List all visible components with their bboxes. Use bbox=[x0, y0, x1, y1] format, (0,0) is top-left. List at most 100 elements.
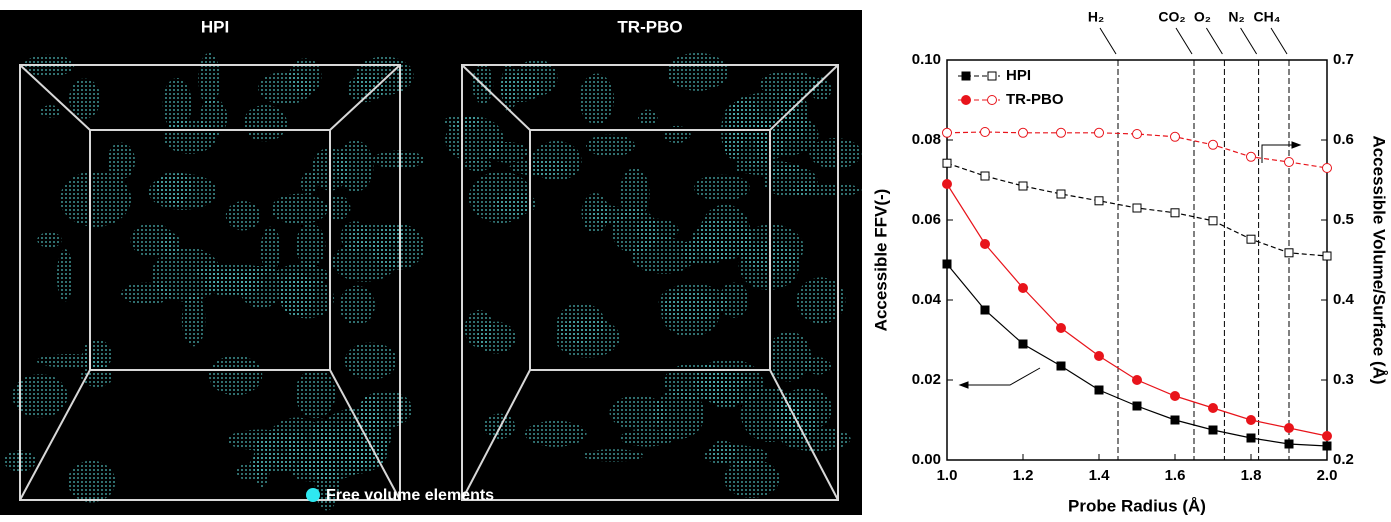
x-axis-label: Probe Radius (Å) bbox=[1068, 496, 1206, 515]
free-volume-blob bbox=[809, 138, 861, 169]
data-point bbox=[1095, 128, 1104, 137]
data-point bbox=[1247, 416, 1256, 425]
legend-swatch bbox=[306, 488, 320, 502]
free-volume-blob bbox=[661, 290, 719, 337]
data-point bbox=[1095, 386, 1103, 394]
data-point bbox=[1285, 158, 1294, 167]
free-volume-blob bbox=[359, 391, 412, 428]
figure: HPI TR-PBO Free volume elements Probe Ra… bbox=[0, 0, 1391, 517]
free-volume-blob bbox=[301, 172, 318, 195]
gas-label: CH₄ bbox=[1254, 9, 1281, 25]
free-volume-blob bbox=[620, 429, 674, 446]
data-point bbox=[1285, 440, 1293, 448]
data-point bbox=[1247, 235, 1255, 243]
data-point bbox=[1057, 128, 1066, 137]
free-volume-blob bbox=[525, 421, 587, 447]
free-volume-blob bbox=[341, 221, 370, 251]
free-volume-blob bbox=[487, 142, 527, 163]
data-point bbox=[1095, 352, 1104, 361]
free-volume-blob bbox=[579, 74, 614, 125]
free-volume-blob bbox=[583, 449, 644, 462]
plot-frame bbox=[947, 60, 1327, 460]
data-point bbox=[1095, 197, 1103, 205]
data-point bbox=[1209, 404, 1218, 413]
free-volume-blob bbox=[724, 459, 780, 498]
y-tick-label: 0.02 bbox=[912, 371, 941, 388]
annotation-arrows bbox=[960, 142, 1300, 388]
data-point bbox=[943, 128, 952, 137]
free-volume-blob bbox=[169, 194, 185, 206]
x-tick-label: 2.0 bbox=[1317, 467, 1338, 484]
legend-marker bbox=[988, 72, 996, 80]
x-tick-label: 1.6 bbox=[1165, 467, 1186, 484]
y2-tick-label: 0.4 bbox=[1333, 291, 1355, 308]
free-volume-blob bbox=[209, 355, 262, 395]
data-point bbox=[1133, 402, 1141, 410]
gas-arrow bbox=[1176, 28, 1192, 54]
gas-label: H₂ bbox=[1088, 9, 1104, 25]
legend-label: TR-PBO bbox=[1006, 91, 1064, 108]
free-volume-blob bbox=[199, 98, 227, 137]
y-axis-label: Accessible FFV(-) bbox=[871, 189, 890, 332]
free-volume-blob bbox=[682, 236, 729, 265]
y-tick-label: 0.00 bbox=[912, 451, 941, 468]
data-point bbox=[1323, 252, 1331, 260]
free-volume-blob bbox=[243, 105, 287, 142]
free-volume-blob bbox=[296, 223, 326, 267]
free-volume-blob bbox=[667, 53, 728, 91]
data-point bbox=[1247, 152, 1256, 161]
y-tick-label: 0.08 bbox=[912, 131, 941, 148]
data-point bbox=[1171, 132, 1180, 141]
data-point bbox=[1247, 434, 1255, 442]
gas-arrow bbox=[1271, 28, 1287, 54]
data-point bbox=[1171, 209, 1179, 217]
free-volume-blob bbox=[289, 58, 322, 94]
free-volume-blob bbox=[469, 172, 533, 224]
data-point bbox=[943, 159, 951, 167]
page: HPI TR-PBO Free volume elements Probe Ra… bbox=[0, 0, 1391, 522]
y2-tick-label: 0.5 bbox=[1333, 211, 1354, 228]
data-point bbox=[1019, 284, 1028, 293]
data-point bbox=[1133, 204, 1141, 212]
y-tick-label: 0.10 bbox=[912, 51, 941, 68]
y2-tick-label: 0.7 bbox=[1333, 51, 1354, 68]
data-point bbox=[1057, 324, 1066, 333]
gas-label: N₂ bbox=[1228, 9, 1244, 25]
free-volume-blob bbox=[531, 141, 582, 181]
panel-title: HPI bbox=[201, 17, 229, 36]
y2-tick-label: 0.2 bbox=[1333, 451, 1354, 468]
free-volume-blob bbox=[790, 183, 862, 197]
legend-marker bbox=[962, 96, 971, 105]
data-point bbox=[981, 306, 989, 314]
free-volume-blob bbox=[767, 332, 811, 382]
free-volume-blob bbox=[477, 322, 516, 354]
free-volume-blob bbox=[635, 219, 679, 242]
data-point bbox=[1133, 376, 1142, 385]
data-point bbox=[1285, 249, 1293, 257]
series-line bbox=[947, 184, 1327, 436]
free-volume-blob bbox=[57, 249, 73, 301]
data-point bbox=[1133, 130, 1142, 139]
y2-tick-label: 0.3 bbox=[1333, 371, 1354, 388]
data-point bbox=[1019, 340, 1027, 348]
free-volume-blob bbox=[198, 53, 220, 105]
gas-label: CO₂ bbox=[1158, 9, 1185, 25]
data-point bbox=[1323, 432, 1332, 441]
free-volume-blob bbox=[60, 171, 131, 227]
image-background bbox=[0, 10, 862, 515]
free-volume-blob bbox=[663, 126, 691, 143]
free-volume-blob bbox=[589, 206, 627, 224]
free-volume-blob bbox=[586, 135, 635, 157]
free-volume-blob bbox=[719, 282, 748, 318]
data-point bbox=[1019, 182, 1027, 190]
data-point bbox=[943, 180, 952, 189]
free-volume-blob bbox=[107, 142, 135, 179]
free-volume-blob bbox=[694, 175, 750, 201]
free-volume-blob bbox=[465, 158, 492, 171]
data-point bbox=[1209, 140, 1218, 149]
data-point bbox=[1057, 362, 1065, 370]
y-tick-label: 0.04 bbox=[912, 291, 942, 308]
data-point bbox=[1209, 426, 1217, 434]
free-volume-blob bbox=[40, 105, 61, 117]
free-volume-blob bbox=[271, 194, 328, 225]
